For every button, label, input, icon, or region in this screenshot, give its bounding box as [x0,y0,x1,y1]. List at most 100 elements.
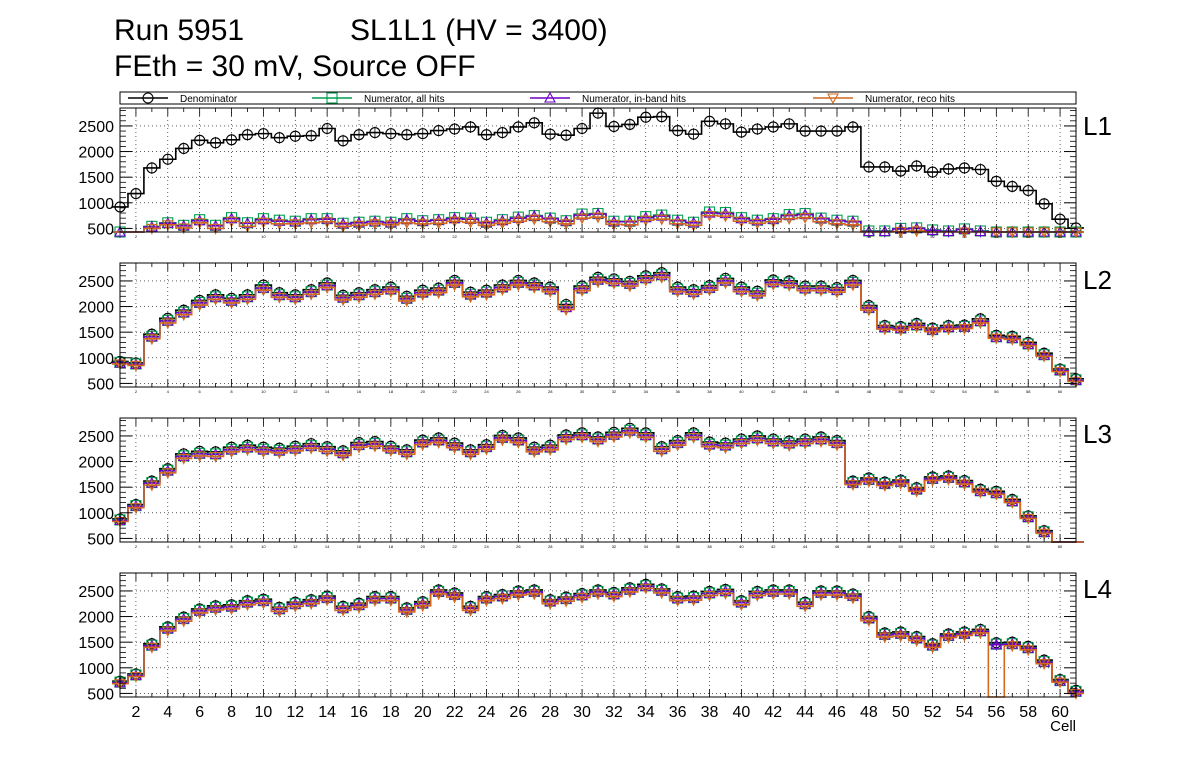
panel-label: L2 [1083,265,1112,295]
data-point [384,446,397,457]
x-tick-label: 20 [414,704,432,721]
x-tick-label: 38 [707,234,712,239]
data-point [703,590,716,602]
data-point [831,287,843,299]
data-point [337,605,350,617]
x-tick-label: 52 [930,389,935,394]
data-point [719,588,732,600]
data-point [799,439,812,450]
data-point [607,592,620,603]
data-point [384,287,397,298]
data-point [289,446,302,457]
x-tick-label: 22 [452,389,457,394]
data-point [177,453,190,465]
data-point [528,117,540,129]
data-point [639,432,652,444]
data-point [783,118,795,130]
x-tick-label: 54 [962,544,967,549]
data-point [910,226,923,238]
x-tick-label: 8 [230,544,233,549]
data-point [528,214,541,226]
data-point [990,638,1003,650]
x-tick-label: 52 [924,704,942,721]
data-point [799,213,812,224]
data-point [1038,659,1051,670]
x-tick-label: 58 [1019,704,1037,721]
y-tick-label: 2500 [78,584,114,601]
data-point [464,292,477,303]
data-point [751,435,764,447]
data-point [862,305,875,317]
x-tick-label: 4 [167,544,170,549]
x-tick-label: 54 [962,234,967,239]
data-point [448,592,461,604]
x-tick-label: 24 [478,704,496,721]
data-point [831,219,843,230]
data-point [895,165,907,177]
data-point [862,476,875,488]
x-tick-label: 2 [135,544,138,549]
data-point [162,153,174,165]
x-tick-label: 36 [675,544,680,549]
legend-label: Numerator, in-band hits [582,94,686,105]
y-tick-label: 1500 [78,635,114,652]
data-point [273,448,286,459]
data-point [942,474,955,486]
x-tick-label: 2 [131,704,140,721]
data-point [735,287,748,298]
data-point [384,596,397,607]
data-point [1006,497,1019,509]
x-tick-label: 16 [350,704,368,721]
data-point [385,128,397,140]
x-tick-label: 48 [867,389,872,394]
data-point [751,590,764,602]
x-tick-label: 42 [764,704,782,721]
x-tick-label: 60 [1058,234,1063,239]
data-point [607,432,620,444]
data-point [974,628,987,640]
data-point [751,291,764,302]
x-tick-label: 50 [899,389,904,394]
x-tick-label: 10 [255,704,273,721]
data-point [862,616,875,627]
data-point [687,289,700,301]
data-point [496,285,509,296]
data-point [958,324,971,335]
x-tick-label: 60 [1058,389,1063,394]
data-point [305,130,317,142]
x-tick-label: 6 [199,389,202,394]
data-point [480,444,493,456]
y-tick-label: 2000 [78,610,114,627]
data-point [289,601,302,613]
data-point [735,600,748,611]
x-tick-label: 28 [548,234,553,239]
legend-entry: Numerator, in-band hits [530,91,686,105]
y-tick-label: 2000 [78,455,114,472]
data-point [544,287,557,298]
legend-marker [142,92,154,104]
x-tick-label: 24 [484,544,489,549]
data-point [592,212,604,224]
series-4 [112,271,1084,388]
data-point [639,275,652,287]
data-point [400,449,413,461]
data-point [257,285,270,297]
data-point [990,333,1003,345]
x-tick-label: 14 [318,704,336,721]
data-point [926,475,939,487]
data-point [193,608,206,620]
data-point [735,126,747,138]
data-point [863,161,875,173]
x-tick-label: 22 [452,544,457,549]
data-point [273,606,286,618]
y-tick-label: 500 [87,686,114,703]
x-tick-label: 28 [548,544,553,549]
data-point [321,217,334,228]
data-point [480,596,493,607]
x-tick-label: 32 [605,704,623,721]
data-point [146,162,158,174]
x-tick-label: 2 [135,389,138,394]
data-point [592,277,604,289]
data-point [815,125,827,137]
